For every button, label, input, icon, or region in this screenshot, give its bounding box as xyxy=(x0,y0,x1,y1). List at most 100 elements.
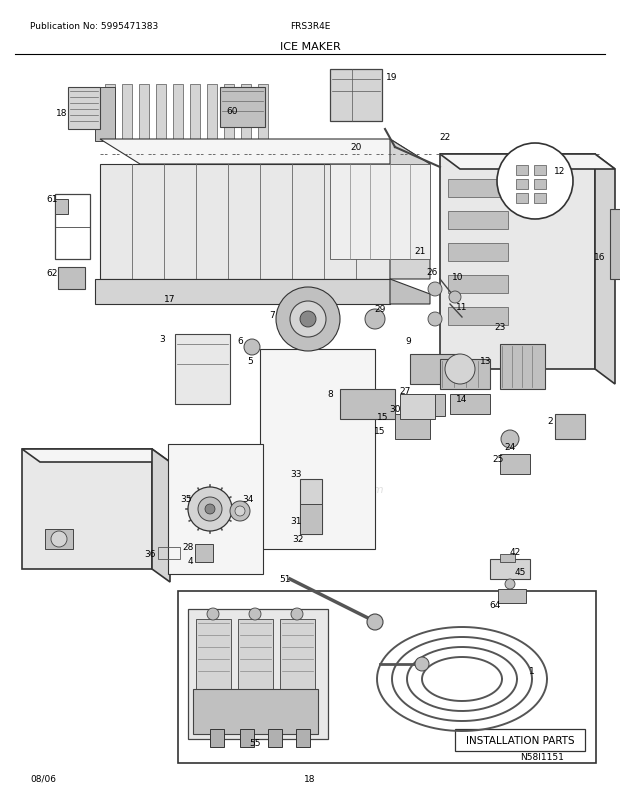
Bar xyxy=(268,729,282,747)
Circle shape xyxy=(445,354,475,384)
Text: 64: 64 xyxy=(489,601,501,610)
Circle shape xyxy=(449,292,461,304)
Polygon shape xyxy=(207,85,217,140)
Text: N58I1151: N58I1151 xyxy=(520,752,564,762)
Text: 42: 42 xyxy=(510,548,521,557)
Polygon shape xyxy=(555,415,585,439)
Polygon shape xyxy=(105,85,115,140)
Polygon shape xyxy=(390,140,430,280)
Circle shape xyxy=(51,532,67,547)
Polygon shape xyxy=(95,280,390,305)
Polygon shape xyxy=(95,88,115,142)
Text: 25: 25 xyxy=(492,455,503,464)
Bar xyxy=(22,449,152,569)
Text: 08/06: 08/06 xyxy=(30,774,56,783)
Text: ICE MAKER: ICE MAKER xyxy=(280,42,340,52)
Polygon shape xyxy=(500,345,545,390)
Bar xyxy=(330,70,382,122)
Bar xyxy=(448,276,508,294)
Text: 5: 5 xyxy=(247,357,253,366)
Circle shape xyxy=(205,504,215,514)
Text: 15: 15 xyxy=(377,413,389,422)
Polygon shape xyxy=(68,88,100,130)
Text: 14: 14 xyxy=(456,395,467,404)
Text: 24: 24 xyxy=(505,443,516,452)
Circle shape xyxy=(367,614,383,630)
Bar xyxy=(455,729,585,751)
Text: 55: 55 xyxy=(249,739,261,747)
Bar xyxy=(238,619,273,689)
Text: Publication No: 5995471383: Publication No: 5995471383 xyxy=(30,22,158,31)
Text: 26: 26 xyxy=(427,268,438,277)
Bar xyxy=(45,529,73,549)
Bar xyxy=(196,619,231,689)
Text: 9: 9 xyxy=(405,337,411,346)
Text: FRS3R4E: FRS3R4E xyxy=(290,22,330,31)
Text: 19: 19 xyxy=(386,74,398,83)
Circle shape xyxy=(290,302,326,338)
Text: 29: 29 xyxy=(374,305,386,314)
Bar xyxy=(534,180,546,190)
Bar xyxy=(534,194,546,204)
Bar xyxy=(490,559,530,579)
Bar xyxy=(516,166,528,176)
Circle shape xyxy=(249,608,261,620)
Polygon shape xyxy=(22,449,170,463)
Bar xyxy=(534,166,546,176)
Bar xyxy=(220,88,265,128)
Polygon shape xyxy=(139,85,149,140)
Circle shape xyxy=(300,312,316,327)
Circle shape xyxy=(276,288,340,351)
Text: 36: 36 xyxy=(144,550,156,559)
Bar xyxy=(300,480,322,534)
Text: 18: 18 xyxy=(304,774,316,783)
Text: 31: 31 xyxy=(290,516,302,526)
Circle shape xyxy=(428,282,442,297)
Circle shape xyxy=(415,657,429,671)
Bar xyxy=(440,155,595,370)
Polygon shape xyxy=(330,164,430,260)
Bar xyxy=(168,444,263,574)
Polygon shape xyxy=(152,449,170,582)
Bar xyxy=(448,308,508,326)
Polygon shape xyxy=(610,210,620,280)
Text: 21: 21 xyxy=(414,247,426,256)
Bar xyxy=(158,547,180,559)
Bar xyxy=(175,334,230,404)
Bar xyxy=(296,729,310,747)
Polygon shape xyxy=(100,164,390,280)
Polygon shape xyxy=(156,85,166,140)
Circle shape xyxy=(291,608,303,620)
Text: eabreplacementparts.com: eabreplacementparts.com xyxy=(236,484,384,494)
Text: 6: 6 xyxy=(237,337,243,346)
Text: 30: 30 xyxy=(389,405,401,414)
Bar xyxy=(178,591,596,763)
Circle shape xyxy=(207,608,219,620)
Polygon shape xyxy=(173,85,183,140)
Text: 22: 22 xyxy=(440,133,451,142)
Bar xyxy=(448,180,508,198)
Text: 35: 35 xyxy=(180,495,192,504)
Bar xyxy=(193,689,318,734)
Text: 10: 10 xyxy=(452,273,464,282)
Circle shape xyxy=(501,431,519,448)
Bar xyxy=(516,194,528,204)
Text: 23: 23 xyxy=(494,323,506,332)
Text: 13: 13 xyxy=(480,357,492,366)
Text: 16: 16 xyxy=(594,253,606,262)
Circle shape xyxy=(230,501,250,521)
Circle shape xyxy=(365,310,385,330)
Text: 18: 18 xyxy=(56,109,68,119)
Polygon shape xyxy=(55,200,68,215)
Text: 8: 8 xyxy=(327,390,333,399)
Text: 2: 2 xyxy=(547,417,553,426)
Polygon shape xyxy=(58,268,85,290)
Text: 32: 32 xyxy=(292,535,304,544)
Text: 45: 45 xyxy=(515,568,526,577)
Text: 62: 62 xyxy=(46,269,58,278)
Text: 15: 15 xyxy=(374,427,386,436)
Text: 51: 51 xyxy=(279,575,291,584)
Circle shape xyxy=(497,144,573,220)
Text: 61: 61 xyxy=(46,195,58,205)
Bar xyxy=(240,729,254,747)
